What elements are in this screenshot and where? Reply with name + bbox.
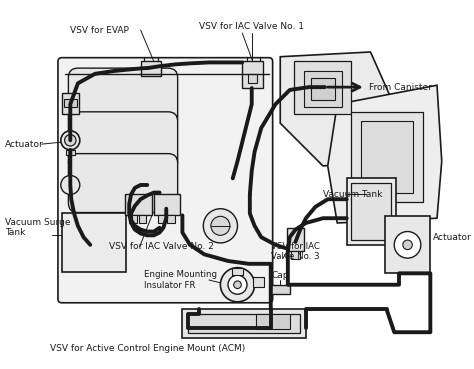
Polygon shape: [328, 85, 442, 223]
Bar: [62, 214, 127, 272]
Bar: [256, 314, 290, 330]
Text: Cap: Cap: [272, 271, 289, 280]
Circle shape: [228, 275, 247, 294]
Bar: [154, 194, 181, 215]
Text: Actuator: Actuator: [433, 233, 472, 242]
Circle shape: [234, 281, 241, 289]
Bar: [271, 285, 290, 294]
Text: VSV for IAC
Valve No. 3: VSV for IAC Valve No. 3: [271, 242, 319, 261]
Bar: [291, 252, 300, 259]
Bar: [310, 77, 335, 100]
Polygon shape: [280, 52, 390, 166]
Bar: [126, 194, 152, 215]
Bar: [287, 228, 304, 252]
Bar: [352, 112, 423, 202]
Bar: [158, 215, 165, 223]
Bar: [129, 215, 137, 223]
Circle shape: [403, 240, 412, 249]
Bar: [64, 100, 77, 107]
Circle shape: [203, 209, 237, 243]
FancyBboxPatch shape: [58, 58, 273, 303]
Bar: [304, 71, 342, 107]
Bar: [347, 178, 396, 245]
Circle shape: [394, 231, 421, 258]
FancyBboxPatch shape: [68, 112, 178, 171]
Bar: [62, 93, 79, 114]
Text: VSV for IAC Valve No. 1: VSV for IAC Valve No. 1: [199, 22, 304, 31]
Bar: [361, 121, 413, 193]
FancyBboxPatch shape: [68, 68, 178, 127]
Text: Vacuum Surge
Tank: Vacuum Surge Tank: [5, 218, 70, 237]
Text: Vacuum Tank: Vacuum Tank: [323, 190, 383, 199]
Text: Actuator: Actuator: [5, 139, 44, 149]
FancyBboxPatch shape: [68, 154, 178, 213]
Circle shape: [61, 131, 80, 150]
Circle shape: [211, 216, 230, 235]
Text: VSV for Active Control Engine Mount (ACM): VSV for Active Control Engine Mount (ACM…: [50, 344, 245, 353]
Bar: [167, 215, 175, 223]
Text: VSV for EVAP: VSV for EVAP: [70, 25, 129, 35]
Bar: [182, 310, 306, 338]
Text: From Canister: From Canister: [369, 83, 431, 92]
Bar: [232, 268, 243, 275]
Bar: [253, 277, 264, 287]
Text: VSV for IAC Valve No. 2: VSV for IAC Valve No. 2: [109, 242, 214, 251]
Text: Engine Mounting
Insulator FR: Engine Mounting Insulator FR: [145, 270, 218, 290]
Circle shape: [61, 176, 80, 194]
Bar: [141, 62, 162, 76]
Bar: [385, 216, 430, 273]
Circle shape: [64, 135, 76, 146]
Bar: [65, 150, 75, 155]
Bar: [352, 183, 392, 240]
Circle shape: [220, 268, 255, 302]
Bar: [294, 62, 352, 114]
Bar: [188, 314, 300, 333]
Bar: [139, 215, 146, 223]
Bar: [242, 62, 263, 88]
Bar: [248, 74, 257, 83]
